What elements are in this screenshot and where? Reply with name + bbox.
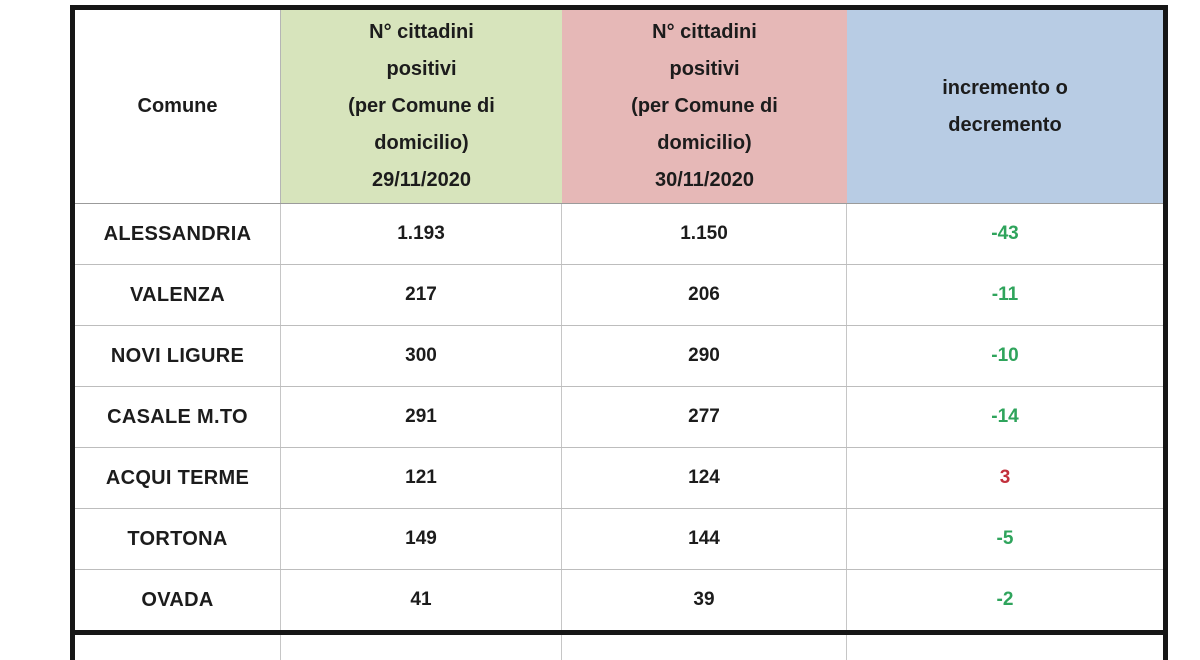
value-29-11-cell: 291 xyxy=(281,387,562,447)
value-29-11-cell: 217 xyxy=(281,265,562,325)
table-row: ALESSANDRIA 1.193 1.150 -43 xyxy=(75,203,1163,264)
header-cell-incremento-decremento: incremento o decremento xyxy=(847,10,1163,203)
value-30-11-cell: 277 xyxy=(562,387,847,447)
table-row: TORTONA 149 144 -5 xyxy=(75,508,1163,569)
table-row: CASALE M.TO 291 277 -14 xyxy=(75,386,1163,447)
table-row: NOVI LIGURE 300 290 -10 xyxy=(75,325,1163,386)
table-body: ALESSANDRIA 1.193 1.150 -43 VALENZA 217 … xyxy=(75,203,1163,630)
clipped-cell xyxy=(281,635,562,660)
clipped-cell xyxy=(75,635,281,660)
comuni-positivi-table: Comune N° cittadini positivi (per Comune… xyxy=(70,5,1168,660)
value-29-11-cell: 41 xyxy=(281,570,562,630)
value-30-11-cell: 1.150 xyxy=(562,204,847,264)
value-30-11-cell: 39 xyxy=(562,570,847,630)
table-row: OVADA 41 39 -2 xyxy=(75,569,1163,630)
value-30-11-cell: 206 xyxy=(562,265,847,325)
value-30-11-cell: 144 xyxy=(562,509,847,569)
comune-cell: ALESSANDRIA xyxy=(75,204,281,264)
value-29-11-cell: 121 xyxy=(281,448,562,508)
delta-cell: -5 xyxy=(996,528,1014,549)
table-row: ACQUI TERME 121 124 3 xyxy=(75,447,1163,508)
header-cell-positivi-29-11: N° cittadini positivi (per Comune di dom… xyxy=(281,10,562,203)
clipped-cell xyxy=(847,635,1163,660)
value-30-11-cell: 124 xyxy=(562,448,847,508)
table-header-row: Comune N° cittadini positivi (per Comune… xyxy=(75,10,1163,203)
comune-cell: VALENZA xyxy=(75,265,281,325)
delta-cell: -14 xyxy=(991,406,1019,427)
comune-cell: TORTONA xyxy=(75,509,281,569)
delta-cell: -2 xyxy=(996,589,1014,610)
delta-cell: 3 xyxy=(999,467,1011,488)
delta-cell: -43 xyxy=(991,223,1019,244)
comune-cell: OVADA xyxy=(75,570,281,630)
value-30-11-cell: 290 xyxy=(562,326,847,386)
value-29-11-cell: 300 xyxy=(281,326,562,386)
clipped-cell xyxy=(562,635,847,660)
delta-cell: -10 xyxy=(991,345,1019,366)
delta-cell: -11 xyxy=(991,284,1019,305)
table-row: VALENZA 217 206 -11 xyxy=(75,264,1163,325)
clipped-next-row xyxy=(75,630,1163,660)
value-29-11-cell: 149 xyxy=(281,509,562,569)
header-cell-positivi-30-11: N° cittadini positivi (per Comune di dom… xyxy=(562,10,847,203)
header-cell-comune: Comune xyxy=(75,10,281,203)
value-29-11-cell: 1.193 xyxy=(281,204,562,264)
comune-cell: ACQUI TERME xyxy=(75,448,281,508)
comune-cell: NOVI LIGURE xyxy=(75,326,281,386)
comune-cell: CASALE M.TO xyxy=(75,387,281,447)
